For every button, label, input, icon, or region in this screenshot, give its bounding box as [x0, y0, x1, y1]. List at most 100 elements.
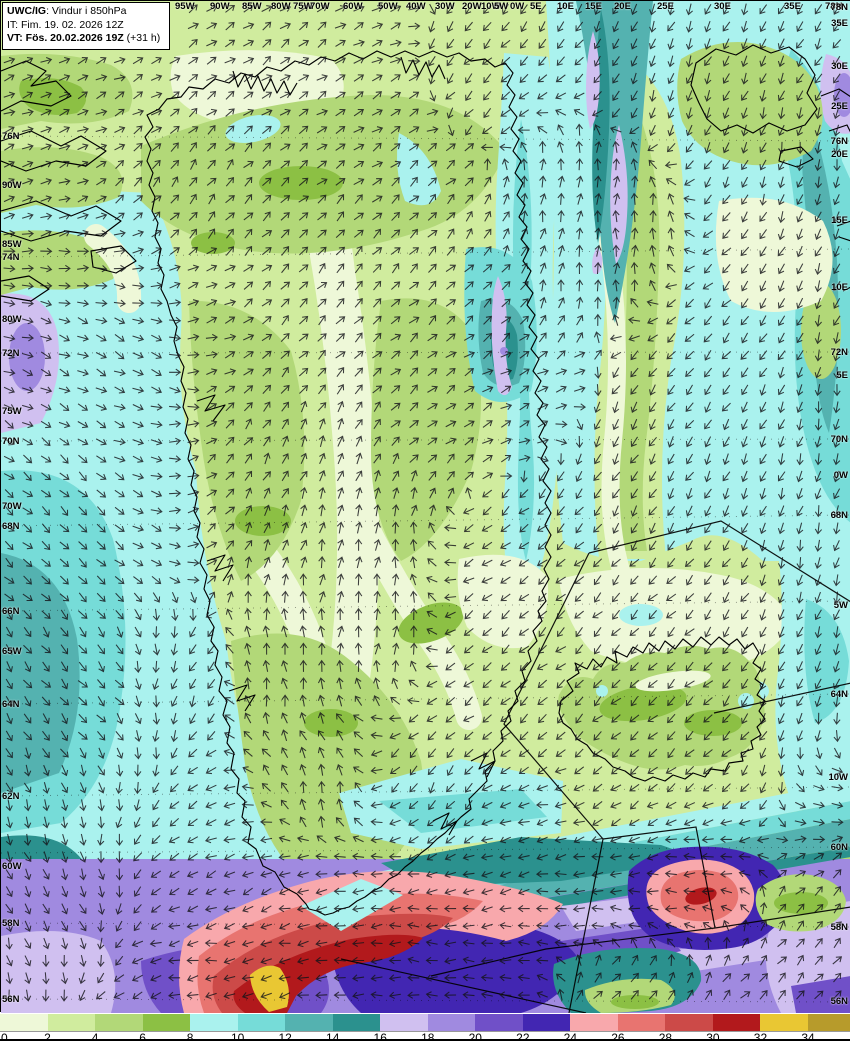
coord-label: 78N [830, 2, 848, 13]
colorbar-cell [712, 1014, 762, 1031]
coord-label: 72N [830, 347, 848, 358]
coord-label: 75W [2, 406, 22, 417]
coord-label: 64N [2, 699, 20, 710]
coord-label: 74N [2, 252, 20, 263]
model-domain-boundaries [340, 520, 850, 1013]
bottom-border [0, 1039, 850, 1041]
colorbar-tick: 8 [186, 1031, 194, 1041]
coord-label: 10W [828, 772, 848, 783]
coord-label: 15E [831, 215, 848, 226]
colorbar-tick: 0 [1, 1031, 8, 1041]
colorbar-cell [617, 1014, 666, 1031]
coord-label: 60N [830, 842, 848, 853]
coord-label: 5W [494, 1, 509, 12]
colorbar-tick: 22 [516, 1031, 530, 1041]
title-box: UWC/IG: Vindur i 850hPa IT: Fim. 19. 02.… [2, 2, 170, 50]
colorbar-cell [427, 1014, 476, 1031]
colorbar-cell [95, 1014, 144, 1031]
coord-label: 20E [831, 149, 848, 160]
colorbar-tick: 6 [139, 1031, 146, 1041]
coord-label: 5E [530, 1, 542, 12]
valid-time-main: VT: Fös. 20.02.2026 19Z [7, 32, 124, 44]
colorbar-cell [142, 1014, 191, 1031]
coord-label: 62N [2, 791, 20, 802]
coord-label: 40W [406, 1, 426, 12]
coord-label: 64N [830, 689, 848, 700]
coord-label: 58N [2, 918, 20, 929]
colorbar-tick: 24 [563, 1031, 578, 1041]
coord-label: 58N [830, 922, 848, 933]
coord-label: 90W [210, 1, 230, 12]
coord-label: 76N [830, 136, 848, 147]
wind-field-map [1, 1, 850, 1013]
wind-arrow-field [3, 3, 844, 1002]
colorbar-tick: 20 [468, 1031, 482, 1041]
colorbar-cell [332, 1014, 381, 1031]
coord-label: 56N [2, 994, 20, 1005]
colorbar-tick: 2 [44, 1031, 51, 1041]
coord-label: 10E [831, 282, 848, 293]
colorbar: 0 2 4 6 8 10 12 14 16 18 20 22 24 26 28 30 32 34 [0, 1014, 850, 1041]
map-canvas: UWC/IG: Vindur i 850hPa IT: Fim. 19. 02.… [0, 0, 850, 1013]
coord-label: 78N [825, 1, 843, 12]
colorbar-cell [380, 1014, 429, 1031]
coord-label: 95W [175, 1, 195, 12]
colorbar-tick: 34 [801, 1031, 815, 1041]
valid-time: VT: Fös. 20.02.2026 19Z (+31 h) [7, 32, 165, 46]
colorbar-tick: 28 [658, 1031, 673, 1041]
coord-label: 80W [271, 1, 291, 12]
coord-label: 70N [830, 434, 848, 445]
coord-label: 68N [2, 521, 20, 532]
coord-label: 25E [831, 101, 848, 112]
coord-label: 0W [510, 1, 525, 12]
coord-label: 15E [585, 1, 602, 12]
colorbar-cell [237, 1014, 286, 1031]
coord-label: 10W [481, 1, 501, 12]
colorbar-tick: 4 [91, 1031, 99, 1041]
colorbar-cell [47, 1014, 96, 1031]
coord-label: 30E [714, 1, 731, 12]
colorbar-tick: 26 [611, 1031, 625, 1041]
coord-label: 65W [2, 646, 22, 657]
colorbar-tick: 18 [421, 1031, 435, 1041]
colorbar-tick: 32 [753, 1031, 768, 1041]
colorbar-tick: 30 [706, 1031, 720, 1041]
coord-label: 70N [2, 436, 20, 447]
colorbar-tick: 10 [230, 1031, 245, 1041]
colorbar-tick: 12 [278, 1031, 292, 1041]
coord-label: 70W [2, 501, 22, 512]
coord-label: 30E [831, 61, 848, 72]
colorbar-cell [808, 1014, 850, 1031]
forecast-lead: (+31 h) [123, 32, 161, 44]
map-parameter: : Vindur i 850hPa [46, 5, 127, 17]
wind-speed-contours [1, 1, 850, 1013]
colorbar-cell [475, 1014, 524, 1031]
coord-label: 5E [836, 370, 848, 381]
coord-label: 10E [557, 1, 574, 12]
colorbar-cells [0, 1014, 850, 1032]
coord-label: 76N [2, 131, 20, 142]
coord-label: 30W [435, 1, 455, 12]
coord-label: 20W [462, 1, 482, 12]
coord-label: 72N [2, 348, 20, 359]
coord-label: 60W [343, 1, 363, 12]
init-time: IT: Fim. 19. 02. 2026 12Z [7, 18, 124, 31]
coord-label: 20E [614, 1, 631, 12]
colorbar-cell [0, 1014, 49, 1031]
map-title: UWC/IG: Vindur i 850hPa [7, 5, 165, 19]
coord-label: 35E [784, 1, 801, 12]
coord-label: 66N [2, 606, 20, 617]
colorbar-tick: 14 [326, 1031, 340, 1041]
coord-label: 75W [293, 1, 313, 12]
coord-label: 80W [2, 314, 22, 325]
coord-label: 60W [2, 861, 22, 872]
colorbar-cell [570, 1014, 619, 1031]
coord-label: 70W [310, 1, 330, 12]
colorbar-cell [665, 1014, 714, 1031]
coord-label: 0W [833, 470, 848, 481]
colorbar-cell [522, 1014, 571, 1031]
coord-label: 56N [830, 996, 848, 1007]
coord-label: 35E [831, 18, 848, 29]
coord-label: 5W [833, 600, 848, 611]
coord-label: 25E [657, 1, 674, 12]
